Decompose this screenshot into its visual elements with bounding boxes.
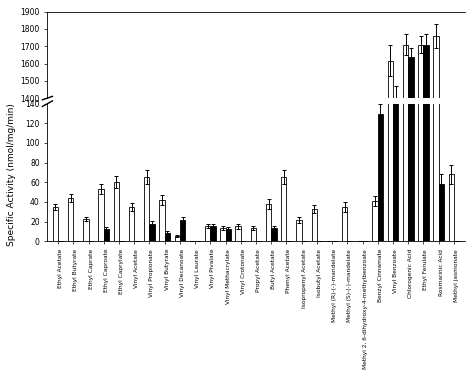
Bar bbox=[236, 338, 241, 340]
Bar bbox=[180, 336, 185, 340]
Bar bbox=[378, 114, 383, 241]
Bar bbox=[129, 207, 134, 241]
Bar bbox=[438, 330, 444, 340]
Bar bbox=[388, 61, 393, 340]
Bar bbox=[271, 338, 276, 340]
Bar bbox=[114, 182, 119, 241]
Bar bbox=[226, 230, 231, 241]
Bar bbox=[104, 230, 109, 241]
Bar bbox=[311, 335, 317, 340]
Bar bbox=[236, 226, 241, 241]
Bar bbox=[210, 226, 216, 241]
Bar bbox=[266, 333, 271, 340]
Bar bbox=[393, 100, 398, 340]
Bar bbox=[448, 328, 454, 340]
Bar bbox=[388, 0, 393, 241]
Bar bbox=[205, 338, 210, 340]
Bar bbox=[296, 219, 301, 241]
Bar bbox=[403, 44, 408, 340]
Bar bbox=[53, 334, 58, 340]
Bar bbox=[342, 334, 347, 340]
Bar bbox=[164, 233, 170, 241]
Bar bbox=[144, 329, 149, 340]
Bar bbox=[296, 336, 301, 340]
Bar bbox=[149, 337, 155, 340]
Bar bbox=[408, 0, 413, 241]
Bar bbox=[220, 338, 226, 340]
Bar bbox=[129, 334, 134, 340]
Bar bbox=[83, 219, 89, 241]
Bar bbox=[378, 317, 383, 340]
Bar bbox=[210, 338, 216, 340]
Bar bbox=[373, 201, 378, 241]
Bar bbox=[281, 329, 286, 340]
Bar bbox=[53, 207, 58, 241]
Bar bbox=[149, 224, 155, 241]
Bar bbox=[99, 189, 104, 241]
Bar bbox=[174, 339, 180, 340]
Bar bbox=[144, 177, 149, 241]
Text: Specific Activity (nmol/mg/min): Specific Activity (nmol/mg/min) bbox=[7, 103, 16, 247]
Bar bbox=[99, 331, 104, 340]
Bar bbox=[68, 198, 73, 241]
Bar bbox=[342, 207, 347, 241]
Bar bbox=[423, 0, 429, 241]
Bar bbox=[226, 338, 231, 340]
Bar bbox=[251, 228, 256, 241]
Bar bbox=[220, 228, 226, 241]
Bar bbox=[311, 209, 317, 241]
Bar bbox=[403, 0, 408, 241]
Bar bbox=[281, 177, 286, 241]
Bar bbox=[114, 330, 119, 340]
Bar bbox=[423, 44, 429, 340]
Bar bbox=[159, 200, 164, 241]
Bar bbox=[448, 174, 454, 241]
Bar bbox=[408, 57, 413, 340]
Bar bbox=[433, 36, 438, 340]
Bar bbox=[251, 338, 256, 340]
Bar bbox=[393, 0, 398, 241]
Bar bbox=[205, 226, 210, 241]
Bar bbox=[271, 228, 276, 241]
Bar bbox=[180, 219, 185, 241]
Bar bbox=[373, 333, 378, 340]
Bar bbox=[159, 333, 164, 340]
Bar bbox=[164, 339, 170, 340]
Bar bbox=[104, 338, 109, 340]
Bar bbox=[418, 44, 423, 340]
Bar bbox=[266, 204, 271, 241]
Bar bbox=[68, 333, 73, 340]
Bar bbox=[174, 236, 180, 241]
Bar bbox=[418, 0, 423, 241]
Bar bbox=[433, 0, 438, 241]
Bar bbox=[83, 336, 89, 340]
Bar bbox=[438, 184, 444, 241]
